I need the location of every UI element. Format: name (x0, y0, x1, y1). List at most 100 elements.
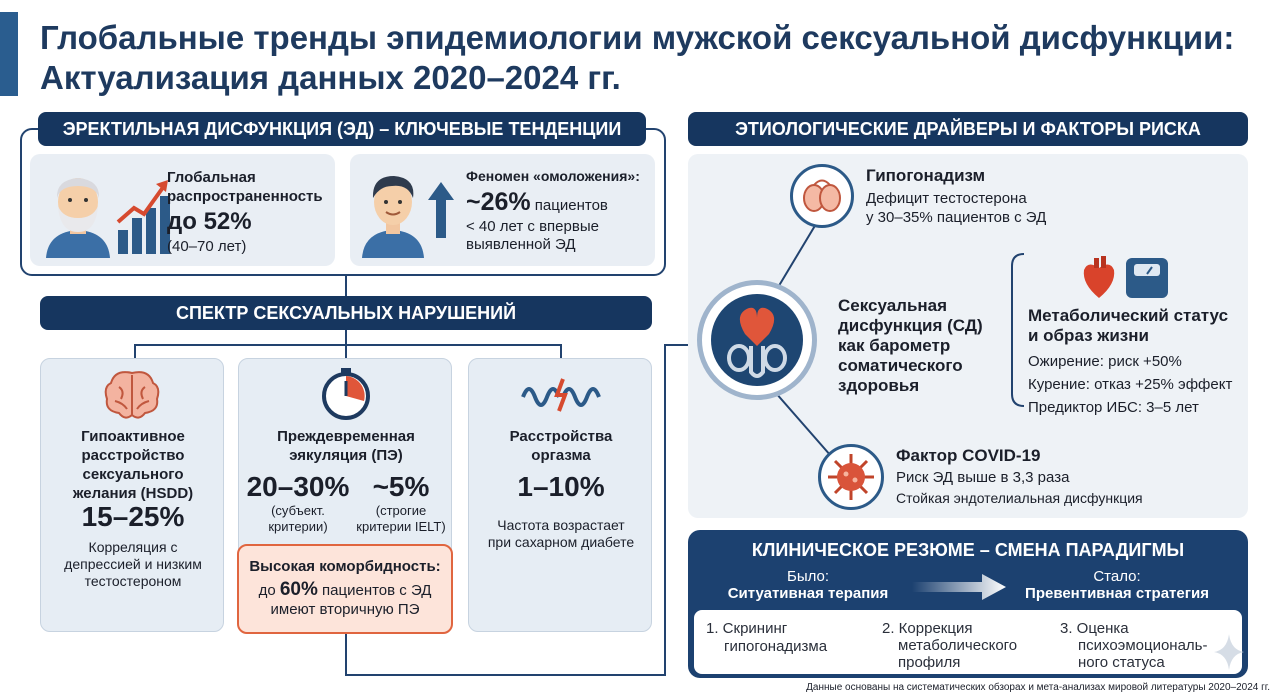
connector (345, 634, 347, 674)
rejuvenation-label: Феномен «омоложения»: (466, 168, 640, 184)
covid-title: Фактор COVID-19 (896, 446, 1041, 465)
rejuvenation-card: Феномен «омоложения»: ~26% пациентов < 4… (350, 154, 655, 266)
now-label: Стало: (1093, 568, 1141, 585)
scale-icon (1126, 258, 1168, 298)
summary-steps (694, 610, 1242, 674)
growth-chart-icon (116, 180, 170, 254)
connector (345, 344, 347, 358)
pe-note-2b: критерии IELT) (356, 519, 446, 534)
connector (345, 330, 347, 344)
step-2: 2. Коррекция метаболического профиля (882, 620, 1017, 671)
footnote: Данные основаны на систематических обзор… (806, 682, 1270, 693)
hsdd-value: 15–25% (81, 501, 185, 532)
accent-bar (0, 12, 18, 96)
title-line-1: Глобальные тренды эпидемиологии мужской … (40, 19, 1235, 56)
page-title: Глобальные тренды эпидемиологии мужской … (40, 18, 1270, 98)
step-2-line-1: 2. Коррекция (882, 620, 973, 637)
summary-was: Было: Ситуативная терапия (710, 568, 906, 602)
pe-title-1: Преждевременная (277, 428, 415, 445)
center-line-1: Сексуальная (838, 296, 948, 315)
prevalence-range: (40–70 лет) (167, 238, 247, 255)
now-value: Превентивная стратегия (1025, 585, 1209, 602)
timer-icon (322, 368, 370, 420)
step-2-line-2: метаболического (898, 637, 1018, 654)
step-1-line-1: 1. Скрининг (706, 620, 788, 637)
covid-line-1: Риск ЭД выше в 3,3 раза (896, 469, 1070, 486)
step-3: 3. Оценка психоэмоциональ- ного статуса (1060, 620, 1208, 671)
title-line-2: Актуализация данных 2020–2024 гг. (40, 59, 621, 96)
metabolic-title-1: Метаболический статус (1028, 306, 1229, 325)
comorbidity-value: 60% (279, 579, 318, 600)
hsdd-note-1: Корреляция с (88, 539, 178, 555)
was-label: Было: (786, 568, 830, 585)
summary-header: КЛИНИЧЕСКОЕ РЕЗЮМЕ – СМЕНА ПАРАДИГМЫ (751, 540, 1185, 560)
prevalence-prefix: до (167, 208, 204, 235)
pe-title-2: эякуляция (ПЭ) (289, 447, 403, 464)
pe-title: Преждевременная эякуляция (ПЭ) (239, 427, 453, 465)
center-line-2: дисфункция (СД) (838, 316, 983, 335)
was-value: Ситуативная терапия (727, 585, 889, 602)
prevalence-number: 52% (203, 208, 252, 235)
pe-subjective: 20–30% (субъект. критерии) (243, 471, 353, 535)
center-text: Сексуальная дисфункция (СД) как барометр… (838, 296, 983, 396)
sparkle-icon (1214, 634, 1244, 670)
up-arrow-icon (428, 182, 454, 238)
orgasm-note: Частота возрастает при сахарном диабете (469, 517, 653, 551)
hsdd-note-2: депрессией и низким (64, 556, 202, 572)
rejuvenation-note: < 40 лет с впервые выявленной ЭД (466, 218, 599, 254)
orgasm-title-1: Расстройства (509, 428, 613, 445)
connector (345, 674, 666, 676)
hypogonadism-title: Гипогонадизм (866, 166, 986, 185)
connector (345, 276, 347, 296)
covid-line-2: Стойкая эндотелиальная дисфункция (896, 490, 1143, 506)
pe-value-1: 20–30% (246, 471, 350, 502)
metabolic-line-2: Курение: отказ +25% эффект (1028, 376, 1233, 393)
elderly-man-icon (46, 178, 110, 258)
step-3-line-2: психоэмоциональ- (1078, 637, 1208, 654)
orgasm-title: Расстройства оргазма (469, 427, 653, 465)
ed-header: ЭРЕКТИЛЬНАЯ ДИСФУНКЦИЯ (ЭД) – КЛЮЧЕВЫЕ Т… (38, 112, 646, 146)
hypogonadism-line-2: у 30–35% пациентов с ЭД (866, 209, 1047, 226)
comorbidity-title: Высокая коморбидность: (249, 558, 441, 575)
hsdd-title-1: Гипоактивное (81, 428, 185, 445)
rejuvenation-line-3: выявленной ЭД (466, 236, 576, 253)
pe-strict: ~5% (строгие критерии IELT) (351, 471, 451, 535)
center-line-4: соматического (838, 356, 963, 375)
connector (134, 344, 136, 358)
hsdd-card: Гипоактивное расстройство сексуального ж… (40, 358, 224, 632)
hsdd-title-3: сексуального (82, 466, 184, 483)
pe-note-1b: критерии) (268, 519, 328, 534)
brain-icon (104, 371, 160, 419)
wave-icon (521, 378, 601, 412)
connector (134, 344, 562, 346)
hypogonadism-line-1: Дефицит тестостерона (866, 190, 1027, 207)
rejuvenation-line-2: < 40 лет с впервые (466, 218, 599, 235)
connector (664, 344, 666, 676)
etiology-header: ЭТИОЛОГИЧЕСКИЕ ДРАЙВЕРЫ И ФАКТОРЫ РИСКА (688, 112, 1248, 146)
connector (664, 344, 698, 346)
orgasm-note-1: Частота возрастает (497, 517, 625, 533)
virus-icon (828, 454, 874, 500)
testes-icon (803, 179, 841, 212)
prevalence-value: до 52% (167, 208, 252, 236)
heart-icon (1083, 256, 1115, 298)
hsdd-title: Гипоактивное расстройство сексуального ж… (41, 427, 225, 503)
metabolic-line-3: Предиктор ИБС: 3–5 лет (1028, 399, 1199, 416)
comorbidity-prefix: до (258, 582, 280, 599)
step-3-line-1: 3. Оценка (1060, 620, 1129, 637)
orgasm-value: 1–10% (517, 471, 605, 502)
hsdd-note: Корреляция с депрессией и низким тестост… (41, 539, 225, 590)
spectrum-header: СПЕКТР СЕКСУАЛЬНЫХ НАРУШЕНИЙ (40, 296, 652, 330)
center-line-3: как барометр (838, 336, 951, 355)
step-3-line-3: ного статуса (1078, 654, 1165, 671)
hsdd-title-2: расстройство (81, 447, 185, 464)
comorbidity-callout: Высокая коморбидность: до 60% пациентов … (237, 544, 453, 634)
metabolic-title-2: и образ жизни (1028, 326, 1149, 345)
prevalence-label-1: Глобальная (167, 169, 256, 186)
rejuvenation-value-row: ~26% пациентов (466, 188, 608, 217)
prevalence-card: Глобальная распространенность до 52% (40… (30, 154, 335, 266)
metabolic-text: Метаболический статус и образ жизни Ожир… (1028, 306, 1232, 419)
step-1-line-2: гипогонадизма (724, 638, 828, 655)
comorbidity-line-2: имеют вторичную ПЭ (270, 601, 420, 618)
metabolic-line-1: Ожирение: риск +50% (1028, 353, 1182, 370)
